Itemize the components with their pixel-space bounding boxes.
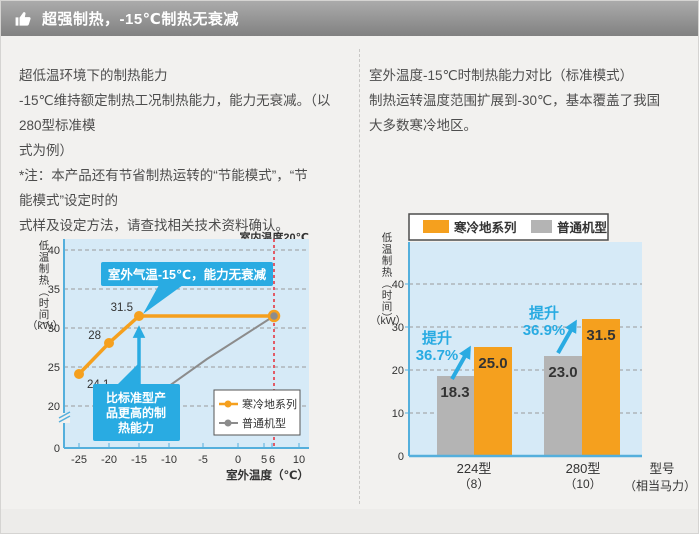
x-axis-label: 型号 （相当马力） <box>624 462 696 493</box>
improvement-arrow <box>556 319 577 354</box>
text-line: 室外温度-15℃时制热能力对比（标准模式） <box>369 68 634 83</box>
bar-chart-y-axis-unit: （kW） <box>370 315 407 327</box>
svg-text:23.0: 23.0 <box>548 364 577 381</box>
bar-coldregion-280 <box>582 319 620 456</box>
svg-text:-20: -20 <box>101 454 117 466</box>
legend-standard: 普通机型 <box>557 220 608 235</box>
svg-text:30: 30 <box>48 323 60 335</box>
svg-text:224型: 224型 <box>457 461 492 476</box>
footer-band <box>1 509 698 533</box>
legend-coldregion: 寒冷地系列 <box>453 220 517 235</box>
column-divider <box>359 49 360 504</box>
text-line: -15℃维持额定制热工况制热能力，能力无衰减。（以 <box>19 93 331 108</box>
svg-text:6: 6 <box>269 454 275 466</box>
line-chart-y-axis-label: 低温制热（时间） <box>37 240 50 332</box>
svg-text:25: 25 <box>48 362 60 374</box>
svg-text:30: 30 <box>392 322 404 334</box>
svg-text:品更高的制: 品更高的制 <box>106 405 166 420</box>
bars <box>437 319 620 456</box>
svg-text:31.5: 31.5 <box>111 302 133 314</box>
header-bar: 超强制热，-15℃制热无衰减 <box>1 1 698 36</box>
text-line: 式样及设定方法，请查找相关技术资料确认。 <box>19 218 289 233</box>
x-tick-labels: -25 -20 -15 -10 -5 0 5 6 10 <box>71 454 305 466</box>
svg-text:10: 10 <box>392 408 404 420</box>
svg-text:10: 10 <box>293 454 305 466</box>
category-labels: 224型 （8） 280型 （10） <box>457 461 602 491</box>
svg-text:室外气温-15℃，能力无衰减: 室外气温-15℃，能力无衰减 <box>108 267 267 282</box>
svg-text:热能力: 热能力 <box>118 420 154 435</box>
line-chart: 室内温度20℃ 24.1 28 31.5 <box>48 230 309 482</box>
bar-value-labels: 18.3 25.0 23.0 31.5 <box>440 327 615 401</box>
bar-chart-legend: 寒冷地系列 普通机型 <box>408 213 609 241</box>
bar-chart-y-axis-label: 低温制热（时间） <box>380 232 393 324</box>
svg-text:20: 20 <box>48 401 60 413</box>
svg-text:（10）: （10） <box>564 477 601 491</box>
svg-text:31.5: 31.5 <box>586 327 615 344</box>
text-line: *注：本产品还有节省制热运转的“节能模式”，“节 <box>19 168 308 183</box>
axes <box>405 242 642 458</box>
legend-coldregion: 寒冷地系列 <box>242 397 297 411</box>
svg-text:-25: -25 <box>71 454 87 466</box>
svg-text:40: 40 <box>392 279 404 291</box>
svg-text:（相当马力）: （相当马力） <box>624 479 696 493</box>
svg-text:0: 0 <box>54 443 60 455</box>
axis-break <box>58 413 70 423</box>
svg-text:40: 40 <box>48 245 60 257</box>
legend-swatch-standard <box>531 220 552 233</box>
svg-text:20: 20 <box>392 365 404 377</box>
bar-standard-280 <box>544 356 582 456</box>
svg-text:28: 28 <box>88 330 101 342</box>
text-line: 能模式”设定时的 <box>19 193 118 208</box>
right-text-block: 室外温度-15℃时制热能力对比（标准模式） 制热运转温度范围扩展到-30℃，基本… <box>369 63 691 138</box>
svg-text:提升: 提升 <box>422 330 452 347</box>
x-axis-label: 室外温度（℃） <box>226 468 309 482</box>
svg-text:提升: 提升 <box>529 305 559 322</box>
line-chart-legend: 寒冷地系列 普通机型 <box>213 389 301 436</box>
callout-peak: 室外气温-15℃，能力无衰减 <box>101 262 273 314</box>
page-title: 超强制热，-15℃制热无衰减 <box>42 11 239 28</box>
svg-text:型号: 型号 <box>649 462 674 476</box>
svg-text:25.0: 25.0 <box>478 355 507 372</box>
thumbs-up-icon <box>15 12 31 26</box>
svg-text:35: 35 <box>48 284 60 296</box>
bar-coldregion-224 <box>474 347 512 456</box>
callout-gain: 比标准型产 品更高的制 热能力 <box>93 362 180 441</box>
text-line: 280型标准模 <box>19 118 96 133</box>
svg-text:18.3: 18.3 <box>440 384 469 401</box>
left-text-block: 超低温环境下的制热能力 -15℃维持额定制热工况制热能力，能力无衰减。（以 28… <box>19 63 354 238</box>
svg-text:5: 5 <box>261 454 267 466</box>
svg-text:（8）: （8） <box>459 477 490 491</box>
svg-text:-15: -15 <box>131 454 147 466</box>
legend-standard: 普通机型 <box>242 416 286 430</box>
svg-text:-5: -5 <box>198 454 208 466</box>
text-line: 大多数寒冷地区。 <box>369 118 477 133</box>
svg-text:比标准型产: 比标准型产 <box>106 390 166 405</box>
line-chart-y-axis-unit: （kW） <box>27 320 64 332</box>
bar-standard-224 <box>437 376 474 456</box>
y-tick-labels: 40 30 20 10 0 <box>392 279 404 463</box>
svg-text:36.7%: 36.7% <box>416 347 459 364</box>
legend-swatch-coldregion <box>423 220 449 233</box>
svg-text:-10: -10 <box>161 454 177 466</box>
axes <box>58 239 309 449</box>
text-line: 式为例） <box>19 143 73 158</box>
improvement-annotation-280: 提升 36.9% <box>523 305 577 354</box>
text-line: 制热运转温度范围扩展到-30℃，基本覆盖了我国 <box>369 93 661 108</box>
svg-text:36.9%: 36.9% <box>523 322 566 339</box>
svg-text:280型: 280型 <box>566 461 601 476</box>
svg-text:0: 0 <box>398 451 404 463</box>
text-line: 超低温环境下的制热能力 <box>19 68 168 83</box>
svg-text:0: 0 <box>235 454 241 466</box>
improvement-annotation-224: 提升 36.7% <box>416 330 471 380</box>
series-coldregion-line <box>77 314 274 376</box>
bar-chart: 寒冷地系列 普通机型 18.3 25.0 23.0 31.5 提升 36.7% <box>392 213 696 493</box>
improvement-arrow <box>450 345 471 380</box>
y-tick-labels: 40 35 30 25 20 0 <box>48 245 60 455</box>
